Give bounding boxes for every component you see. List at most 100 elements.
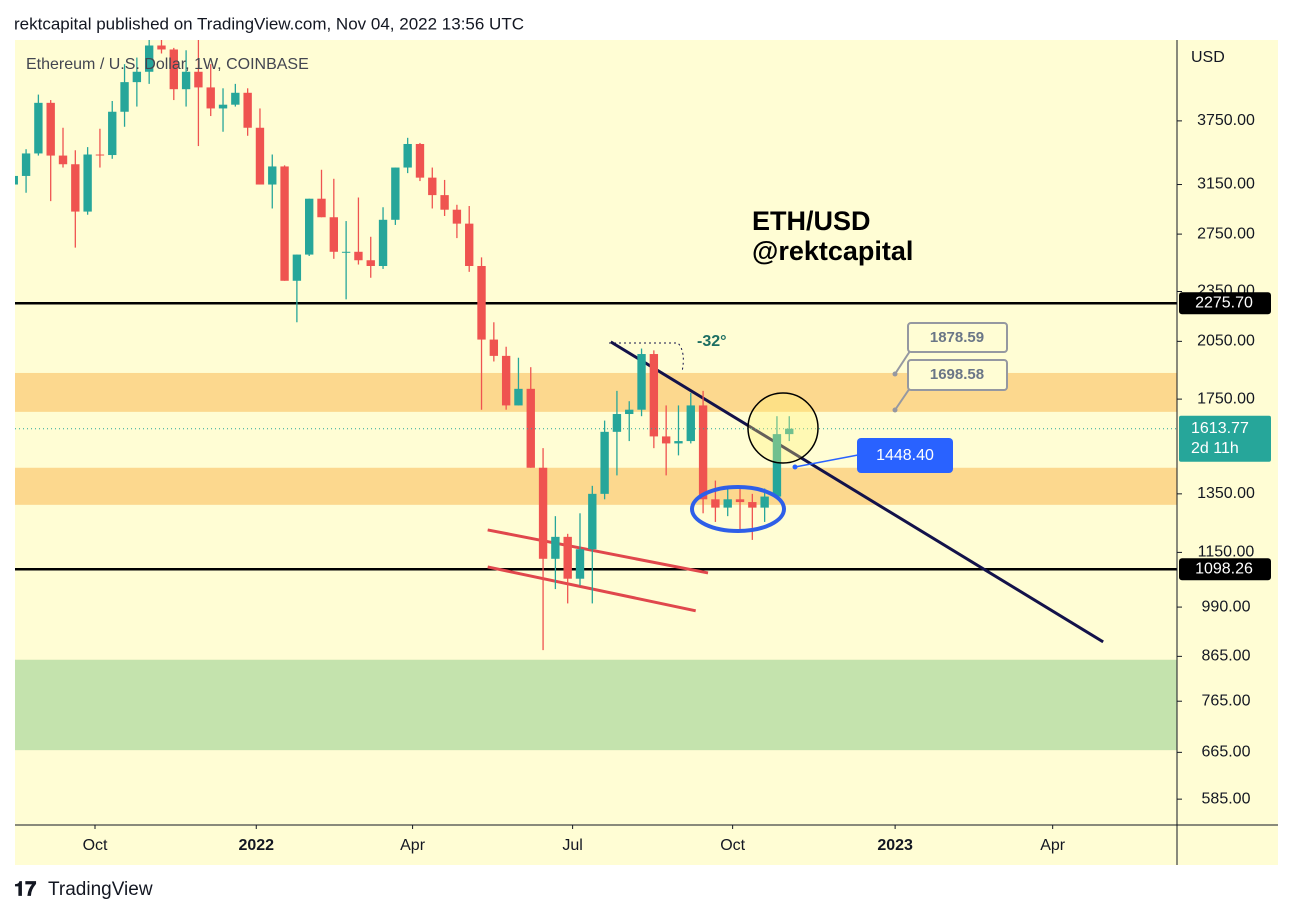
callout-dot [892, 407, 898, 413]
y-tick-label: 2050.00 [1197, 333, 1255, 350]
candle-body [243, 92, 252, 128]
countdown: 2d 11h [1191, 440, 1239, 457]
candle-body [83, 154, 92, 212]
callout-box [907, 359, 1008, 391]
candle-body [341, 251, 351, 253]
trendline [609, 340, 1104, 644]
candle-body [563, 536, 572, 579]
y-tick-label: 2750.00 [1197, 225, 1255, 242]
callout-label: 1448.40 [876, 447, 934, 464]
x-tick-label: 2022 [238, 837, 274, 854]
x-tick-label: Jul [562, 837, 582, 854]
candle-body [637, 354, 646, 410]
level-label-box [1179, 558, 1271, 581]
y-tick-label: 765.00 [1202, 692, 1251, 709]
callout: 1878.59 [892, 322, 1008, 377]
callout-dot [892, 371, 898, 377]
y-tick-label: 3750.00 [1197, 112, 1255, 129]
zone [15, 659, 1177, 751]
candle-body [489, 339, 499, 356]
candle-body [317, 198, 326, 218]
highlight-ellipse [690, 485, 786, 533]
y-tick-label: 1350.00 [1197, 485, 1255, 502]
candle-body [686, 405, 695, 442]
annotation: ETH/USD [752, 206, 871, 236]
candle-body [58, 155, 68, 165]
y-tick-label: 865.00 [1202, 648, 1251, 665]
candle-body [514, 388, 523, 406]
candle-body [71, 164, 80, 212]
y-tick-label: 1750.00 [1197, 390, 1255, 407]
candle-body [538, 467, 548, 559]
footer-logo: 𝟏𝟕 [14, 878, 36, 900]
candle-body [600, 431, 609, 494]
candle-body [108, 111, 117, 156]
candle-body [231, 92, 240, 105]
last-price-box [1179, 415, 1271, 462]
level-label-box [1179, 292, 1271, 315]
y-tick-label: 1150.00 [1198, 544, 1255, 561]
level-label: 1098.26 [1195, 560, 1253, 577]
footer: TradingView [48, 879, 153, 900]
candle-body [612, 414, 622, 432]
candle-body [477, 265, 486, 340]
candle-body [551, 536, 560, 559]
candle-body [661, 436, 671, 444]
candle-body [169, 49, 178, 90]
callout: 1698.58 [892, 359, 1008, 413]
candle-body [120, 82, 129, 112]
candle-body [440, 195, 449, 210]
candle-body [378, 219, 388, 266]
last-price-label: 1613.77 [1191, 420, 1249, 437]
candle-body [501, 355, 511, 406]
callout-label: 1878.59 [930, 329, 984, 346]
x-tick-label: Oct [720, 837, 745, 854]
candle-body [698, 405, 708, 500]
candle-body [329, 217, 338, 252]
candle-body [95, 154, 105, 156]
callout-pointer [794, 454, 859, 468]
candle-body [723, 499, 732, 508]
candle-body [280, 166, 289, 281]
annotation: @rektcapital [752, 236, 913, 266]
candle-body [674, 441, 683, 444]
candle-body [772, 434, 782, 497]
candle-body [391, 167, 400, 220]
y-tick-label: 585.00 [1202, 790, 1251, 807]
candle-body [132, 71, 142, 83]
legend: Ethereum / U.S. Dollar, 1W, COINBASE [26, 56, 309, 73]
x-tick-label: Oct [83, 837, 108, 854]
candle-body [452, 209, 462, 224]
candle-body [15, 175, 18, 185]
candle-body [354, 251, 363, 261]
callout: 1448.40 [792, 438, 953, 473]
axes: 585.00 665.00 765.00 865.00 990.00 1150.00 135… [83, 112, 1271, 854]
candle-body [34, 102, 43, 154]
candle-body [735, 499, 745, 503]
currency: USD [1191, 49, 1225, 66]
candle-body [194, 71, 203, 88]
candle-body [255, 127, 265, 185]
candle-body [465, 223, 474, 266]
level-label: 2275.70 [1195, 294, 1253, 311]
trendline [487, 528, 709, 575]
candle-body [305, 198, 314, 255]
y-tick-label: 990.00 [1202, 598, 1251, 615]
header: rektcapital published on TradingView.com… [14, 14, 524, 33]
callout-label: 1698.58 [930, 366, 984, 383]
candle-body [144, 45, 154, 72]
candle-body [206, 87, 215, 109]
candle-body [292, 254, 302, 281]
angle-arc [609, 342, 684, 373]
candle-body [760, 496, 769, 508]
callout-dot [792, 464, 798, 470]
candle-body [268, 166, 277, 185]
candle-body [366, 260, 375, 266]
candle-body [46, 102, 55, 156]
highlight-circle [747, 392, 819, 464]
x-tick-label: Apr [1040, 837, 1066, 854]
candle-body [181, 71, 191, 90]
candle-body [218, 104, 228, 109]
